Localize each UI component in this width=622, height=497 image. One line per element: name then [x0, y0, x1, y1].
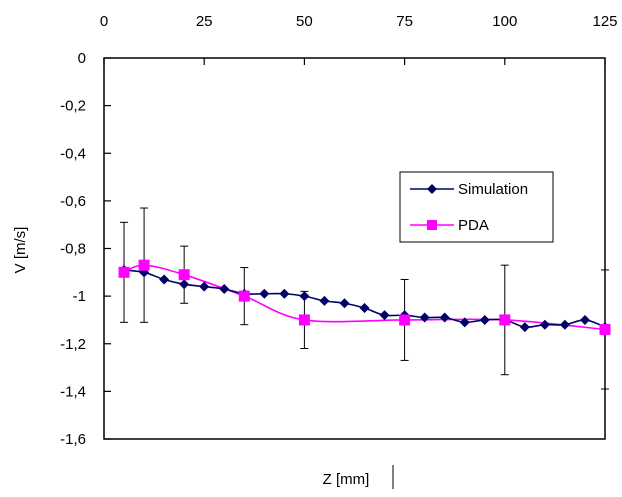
- pda-point: [238, 290, 250, 302]
- simulation-point: [439, 312, 450, 323]
- y-tick-label: -1: [73, 288, 86, 305]
- simulation-point: [539, 319, 550, 330]
- simulation-point: [219, 283, 230, 294]
- x-tick-label: 0: [100, 13, 108, 30]
- simulation-point: [319, 295, 330, 306]
- y-tick-label: 0: [78, 50, 86, 67]
- pda-series-line: [123, 264, 606, 331]
- y-tick-label: -0,8: [60, 241, 86, 258]
- x-tick-label: 125: [592, 13, 617, 30]
- y-tick-label: -1,2: [60, 336, 86, 353]
- simulation-point: [259, 288, 270, 299]
- simulation-point: [199, 281, 210, 292]
- simulation-point: [419, 312, 430, 323]
- y-tick-label: -0,4: [60, 145, 86, 162]
- plot-frame: [103, 57, 606, 440]
- y-tick-label: -1,6: [60, 431, 86, 448]
- pda-point: [118, 266, 130, 278]
- x-axis-title: Z [mm]: [323, 471, 370, 488]
- simulation-point: [179, 279, 190, 290]
- simulation-point: [519, 322, 530, 333]
- legend: Simulation PDA: [399, 171, 554, 243]
- x-axis-ticks: 0 25 50 75 100 125: [100, 13, 618, 65]
- legend-simulation-marker: [427, 184, 437, 194]
- pda-point: [499, 314, 511, 326]
- simulation-point: [559, 319, 570, 330]
- simulation-point: [299, 291, 310, 302]
- simulation-point: [339, 298, 350, 309]
- simulation-point: [579, 314, 590, 325]
- pda-point: [599, 323, 611, 335]
- y-axis-title: V [m/s]: [12, 227, 29, 274]
- x-tick-label: 75: [396, 13, 413, 30]
- simulation-point: [479, 314, 490, 325]
- pda-point: [138, 259, 150, 271]
- x-tick-label: 50: [296, 13, 313, 30]
- x-tick-label: 25: [196, 13, 213, 30]
- pda-point: [399, 314, 411, 326]
- y-tick-label: -0,6: [60, 193, 86, 210]
- legend-pda-marker: [427, 220, 437, 230]
- y-tick-label: -0,2: [60, 98, 86, 115]
- pda-point: [178, 269, 190, 281]
- pda-markers: [118, 259, 611, 335]
- legend-simulation-label: Simulation: [458, 181, 528, 198]
- legend-pda-label: PDA: [458, 217, 489, 234]
- simulation-point: [459, 317, 470, 328]
- legend-box: [399, 171, 554, 243]
- simulation-point: [159, 274, 170, 285]
- y-axis-ticks: 0 -0,2 -0,4 -0,6 -0,8 -1 -1,2 -1,4 -1,6: [60, 50, 111, 448]
- pda-point: [298, 314, 310, 326]
- x-tick-label: 100: [492, 13, 517, 30]
- simulation-point: [279, 288, 290, 299]
- y-tick-label: -1,4: [60, 383, 86, 400]
- simulation-point: [359, 303, 370, 314]
- simulation-point: [379, 310, 390, 321]
